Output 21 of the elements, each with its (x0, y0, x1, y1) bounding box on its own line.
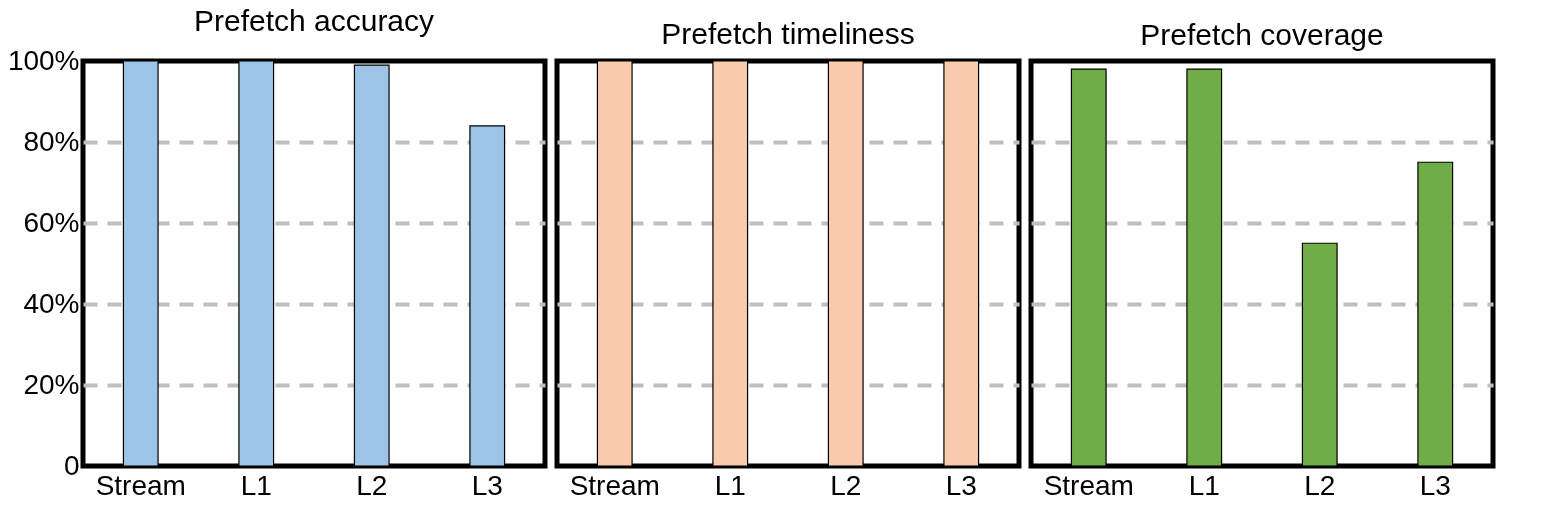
y-tick-label: 0 (63, 449, 80, 481)
y-tick-label: 40% (23, 287, 80, 319)
y-tick-label: 60% (23, 206, 80, 238)
x-tick-label: L3 (471, 469, 503, 501)
x-tick-label: L1 (714, 469, 746, 501)
x-tick-label: L2 (1304, 469, 1336, 501)
y-tick-label: 20% (23, 368, 80, 400)
y-tick-label: 80% (23, 125, 80, 157)
chart-title: Prefetch timeliness (661, 17, 915, 51)
x-tick-label: Stream (1043, 469, 1134, 501)
x-tick-label: L1 (240, 469, 272, 501)
x-tick-label: L1 (1188, 469, 1220, 501)
x-tick-label: L2 (356, 469, 388, 501)
x-tick-label: Stream (95, 469, 186, 501)
x-tick-label: Stream (569, 469, 660, 501)
x-tick-label: L2 (830, 469, 862, 501)
x-tick-label: L3 (1419, 469, 1451, 501)
y-tick-label: 100% (7, 44, 80, 76)
chart-title: Prefetch accuracy (193, 4, 435, 37)
x-tick-label: L3 (945, 469, 977, 501)
chart-title: Prefetch coverage (1140, 18, 1384, 51)
